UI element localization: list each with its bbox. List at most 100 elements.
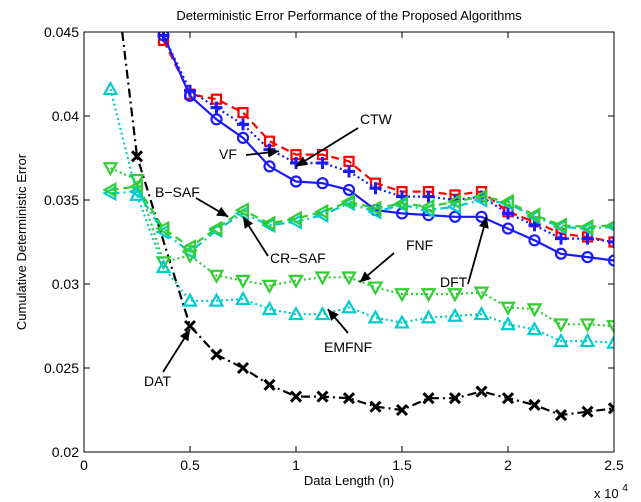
- data-point-dft: [501, 222, 515, 235]
- data-point-fnf: [129, 173, 145, 189]
- data-point-b-saf: [261, 215, 276, 232]
- series-dat: [121, 32, 614, 422]
- annotation-arrow-head: [359, 271, 372, 283]
- data-point-dat: [316, 390, 329, 403]
- data-point-emfnf: [526, 321, 543, 336]
- data-point-dft: [263, 160, 276, 173]
- annotation-dat: DAT: [144, 328, 191, 389]
- data-point-dft: [342, 183, 356, 197]
- data-point-emfnf: [473, 305, 490, 321]
- data-point-dft: [183, 89, 197, 102]
- y-tick-label: 0.045: [44, 24, 79, 40]
- data-point-emfnf: [208, 292, 225, 307]
- x-axis-multiplier-base: x 10: [594, 486, 619, 501]
- annotation-b-saf: B−SAF: [155, 184, 229, 218]
- data-point-fnf: [447, 288, 463, 303]
- annotation-label: DFT: [440, 274, 468, 290]
- data-point-b-saf: [473, 188, 488, 205]
- data-point-dat: [448, 392, 462, 405]
- data-point-emfnf: [288, 305, 304, 321]
- series-line-vf: [162, 34, 614, 244]
- data-point-emfnf: [579, 332, 596, 348]
- y-tick-label: 0.035: [44, 192, 79, 208]
- x-tick-label: 1: [292, 457, 300, 473]
- data-point-vf: [316, 157, 329, 170]
- data-point-b-saf: [552, 217, 567, 234]
- annotation-arrow-head: [267, 147, 280, 158]
- series-dft: [157, 32, 614, 267]
- data-point-b-saf: [605, 220, 614, 230]
- data-point-dat: [395, 403, 409, 417]
- data-point-vf: [581, 232, 594, 245]
- annotation-arrow-line: [295, 127, 359, 168]
- x-axis-multiplier-exponent: 4: [622, 483, 628, 494]
- y-tick-label: 0.04: [52, 108, 79, 124]
- data-point-dft: [554, 247, 568, 260]
- data-point-vf: [343, 165, 355, 178]
- data-point-fnf: [526, 303, 543, 318]
- annotation-layer: CTW VF B−SAF CR−SAF FNF DFT EMFNF DAT: [144, 111, 489, 389]
- annotation-ctw: CTW: [295, 111, 393, 168]
- data-point-cr-saf: [605, 222, 614, 232]
- data-point-dat: [289, 390, 303, 403]
- data-point-vf: [608, 236, 614, 248]
- data-point-b-saf: [314, 203, 329, 220]
- y-tick-label: 0.025: [44, 360, 79, 376]
- annotation-arrow-line: [467, 216, 488, 285]
- data-point-emfnf: [420, 309, 437, 324]
- data-point-fnf: [208, 269, 225, 284]
- data-point-b-saf: [340, 193, 355, 210]
- data-point-dat: [607, 402, 614, 415]
- data-point-emfnf: [500, 316, 516, 331]
- annotation-label: CR−SAF: [270, 250, 326, 266]
- data-point-b-saf: [367, 200, 382, 217]
- data-point-dat: [501, 392, 515, 405]
- data-point-dat: [183, 319, 197, 333]
- data-point-fnf: [235, 274, 251, 289]
- annotation-arrow-head: [327, 309, 339, 321]
- axis-layer: 0 0.5 1 1.5 2 2.5 0.02 0.025 0.03 0.035 0.04 0.045: [44, 24, 624, 473]
- data-point-emfnf: [447, 307, 463, 322]
- data-point-dat: [422, 392, 435, 405]
- data-point-emfnf: [182, 292, 198, 307]
- annotation-arrow-head: [479, 216, 489, 229]
- x-tick-label: 1.5: [392, 457, 412, 473]
- data-point-b-saf: [234, 202, 249, 218]
- x-axis-label: Data Length (n): [304, 473, 394, 488]
- series-line-b-saf: [110, 185, 614, 249]
- data-point-fnf: [473, 286, 490, 301]
- data-point-dft: [581, 251, 594, 264]
- plot-area: [84, 32, 614, 452]
- y-tick-label: 0.02: [52, 444, 79, 460]
- data-point-emfnf: [553, 332, 569, 348]
- data-point-fnf: [341, 271, 357, 286]
- data-point-dat: [581, 405, 594, 418]
- data-point-dat: [130, 150, 144, 163]
- x-tick-label: 2.5: [604, 457, 624, 473]
- data-point-ctw: [237, 107, 249, 119]
- data-point-dft: [607, 254, 614, 267]
- annotation-arrow-head: [243, 216, 254, 229]
- data-point-fnf: [420, 288, 437, 303]
- data-point-emfnf: [261, 300, 278, 316]
- annotation-fnf: FNF: [359, 237, 433, 284]
- data-point-emfnf: [102, 80, 119, 96]
- annotation-arrow-head: [296, 156, 308, 167]
- annotation-label: DAT: [144, 373, 171, 389]
- series-layer: [102, 32, 614, 422]
- data-point-dat: [236, 361, 250, 375]
- data-point-fnf: [102, 162, 119, 177]
- data-point-dat: [342, 392, 356, 405]
- annotation-label: FNF: [406, 237, 433, 253]
- data-point-dft: [236, 131, 250, 144]
- data-point-fnf: [288, 274, 304, 289]
- annotation-label: B−SAF: [155, 184, 200, 200]
- x-tick-label: 0.5: [180, 457, 200, 473]
- data-point-vf: [422, 190, 435, 203]
- data-point-fnf: [579, 318, 596, 333]
- data-point-dft: [157, 32, 170, 42]
- annotation-dft: DFT: [440, 216, 489, 290]
- annotation-arrow-head: [216, 206, 229, 217]
- data-point-emfnf: [394, 314, 410, 329]
